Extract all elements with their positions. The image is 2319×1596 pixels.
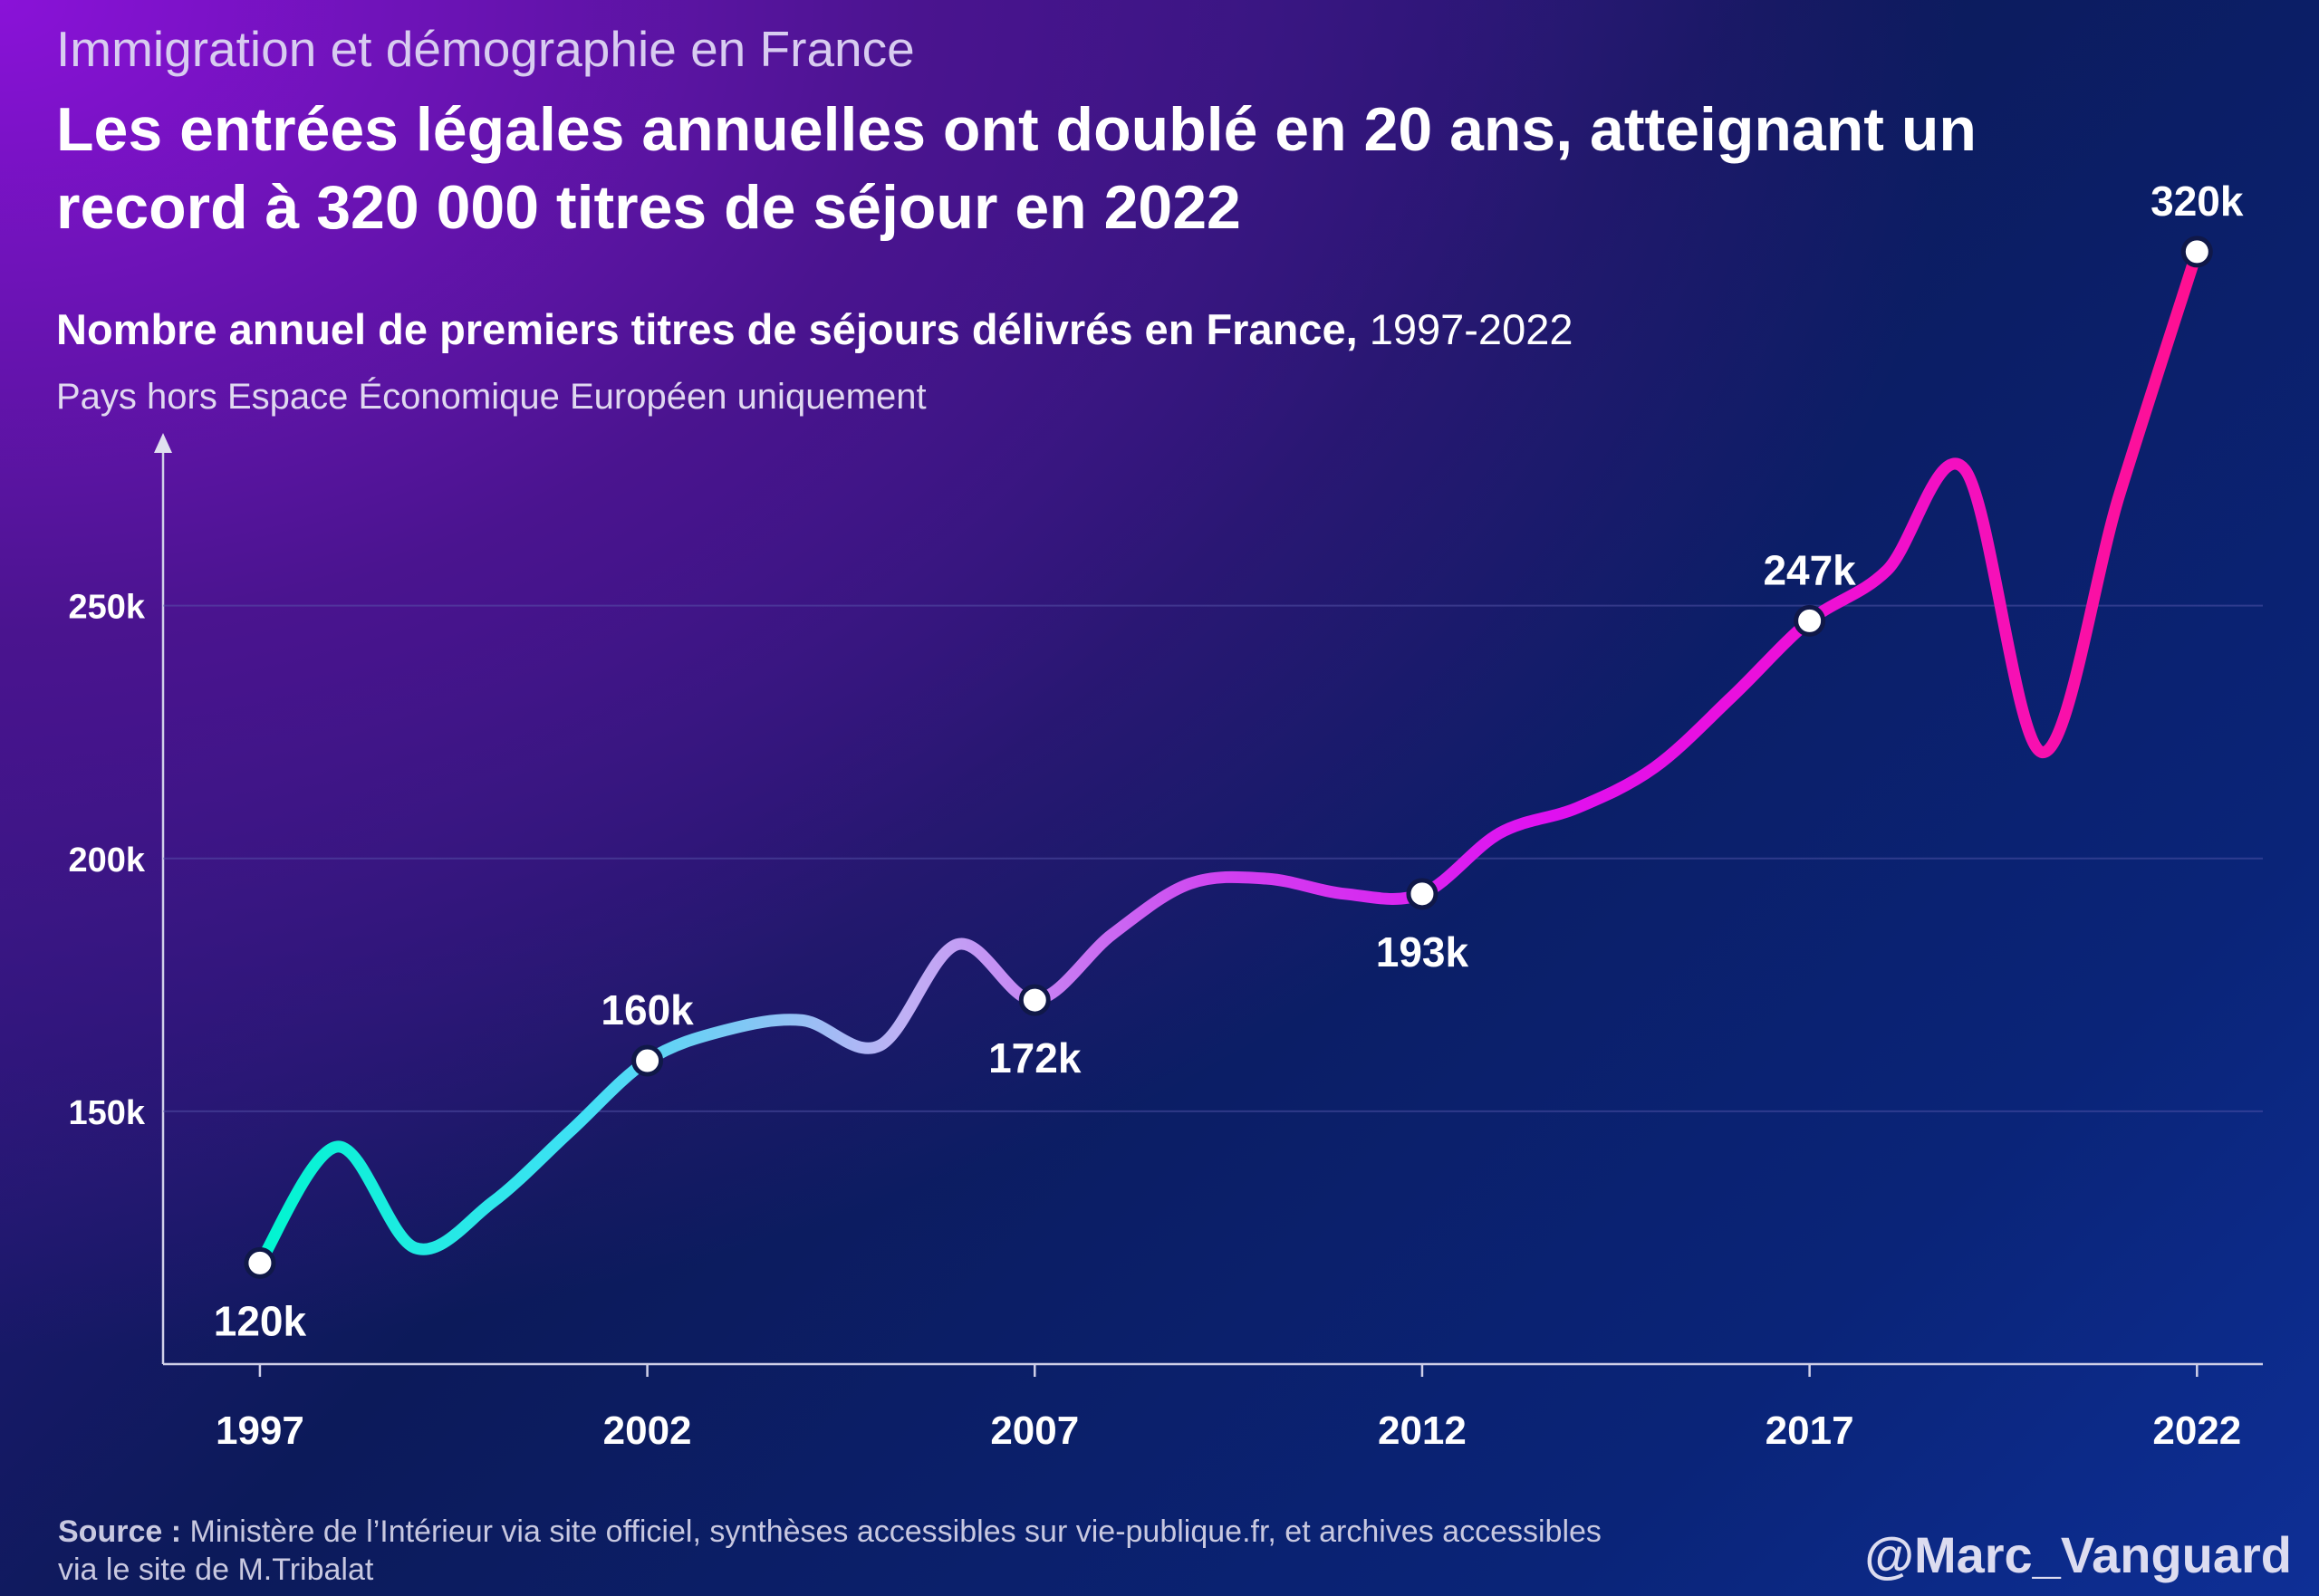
note: Pays hors Espace Économique Européen uni… <box>56 377 927 417</box>
data-point <box>244 1246 276 1279</box>
data-point <box>631 1044 664 1077</box>
data-line <box>254 245 2203 1269</box>
source: Source : Ministère de l’Intérieur via si… <box>58 1513 1616 1589</box>
y-tick-label: 250k <box>68 589 145 627</box>
data-label: 120k <box>214 1297 307 1344</box>
x-tick-label: 1997 <box>216 1409 304 1453</box>
title-line: record à 320 000 titres de séjour en 202… <box>56 173 1241 242</box>
data-point <box>1794 604 1826 637</box>
title-line: Les entrées légales annuelles ont doublé… <box>56 95 1977 164</box>
x-tick-label: 2002 <box>603 1409 692 1453</box>
handle: @Marc_Vanguard <box>1864 1526 2292 1583</box>
data-point <box>1018 984 1051 1016</box>
data-label: 160k <box>601 986 694 1034</box>
title: Les entrées légales annuelles ont doublé… <box>56 91 1977 246</box>
y-tick-label: 200k <box>68 841 145 880</box>
x-tick-label: 2007 <box>990 1409 1079 1453</box>
source-label: Source : <box>58 1514 182 1549</box>
data-label: 247k <box>1763 546 1856 593</box>
subtitle-years: 1997-2022 <box>1369 305 1573 353</box>
subtitle-bold: Nombre annuel de premiers titres de séjo… <box>56 305 1358 353</box>
x-tick-label: 2017 <box>1766 1409 1854 1453</box>
x-tick-label: 2012 <box>1378 1409 1467 1453</box>
data-label: 320k <box>2151 178 2244 225</box>
y-axis-arrow <box>154 433 172 453</box>
data-point <box>2180 236 2213 268</box>
data-label: 172k <box>988 1034 1082 1082</box>
data-label: 193k <box>1376 928 1469 976</box>
subtitle: Nombre annuel de premiers titres de séjo… <box>56 304 1573 354</box>
source-text: Ministère de l’Intérieur via site offici… <box>58 1514 1602 1587</box>
y-tick-label: 150k <box>68 1094 145 1132</box>
kicker: Immigration et démographie en France <box>56 21 915 77</box>
data-point <box>1406 878 1439 910</box>
x-tick-label: 2022 <box>2152 1409 2241 1453</box>
